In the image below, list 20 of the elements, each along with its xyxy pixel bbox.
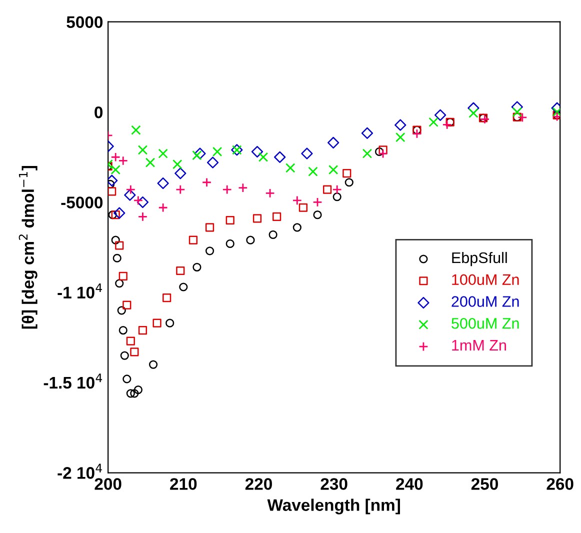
x-tick-label: 200 [94, 478, 122, 490]
x-tick-label: 260 [546, 478, 574, 490]
y-tick-label: -2 10$^{4}$ [58, 464, 102, 479]
legend-label: 500uM Zn [452, 318, 519, 329]
y-tick-label: -5000 [61, 196, 103, 208]
legend-label: 100uM Zn [452, 274, 519, 286]
legend-label: 1mM Zn [452, 340, 506, 351]
x-tick-label: 220 [245, 478, 272, 490]
legend-label: 200uM Zn [452, 296, 519, 307]
x-tick-label: 210 [170, 478, 197, 490]
y-tick-label: 5000 [66, 16, 103, 28]
x-tick-label: 250 [471, 478, 498, 490]
x-axis-title: Wavelength [nm] [267, 498, 400, 514]
y-tick-label: -1 10$^{4}$ [58, 283, 102, 298]
x-tick-label: 240 [396, 478, 423, 490]
legend-label: EbpSfull [452, 252, 507, 266]
y-tick-label: 0 [94, 106, 103, 118]
x-tick-label: 230 [320, 478, 348, 490]
y-axis-title: [θ] [deg cm$^{2}$ dmol$^{−1}$] [18, 166, 38, 329]
y-tick-label: -1.5 10$^{4}$ [44, 374, 102, 389]
